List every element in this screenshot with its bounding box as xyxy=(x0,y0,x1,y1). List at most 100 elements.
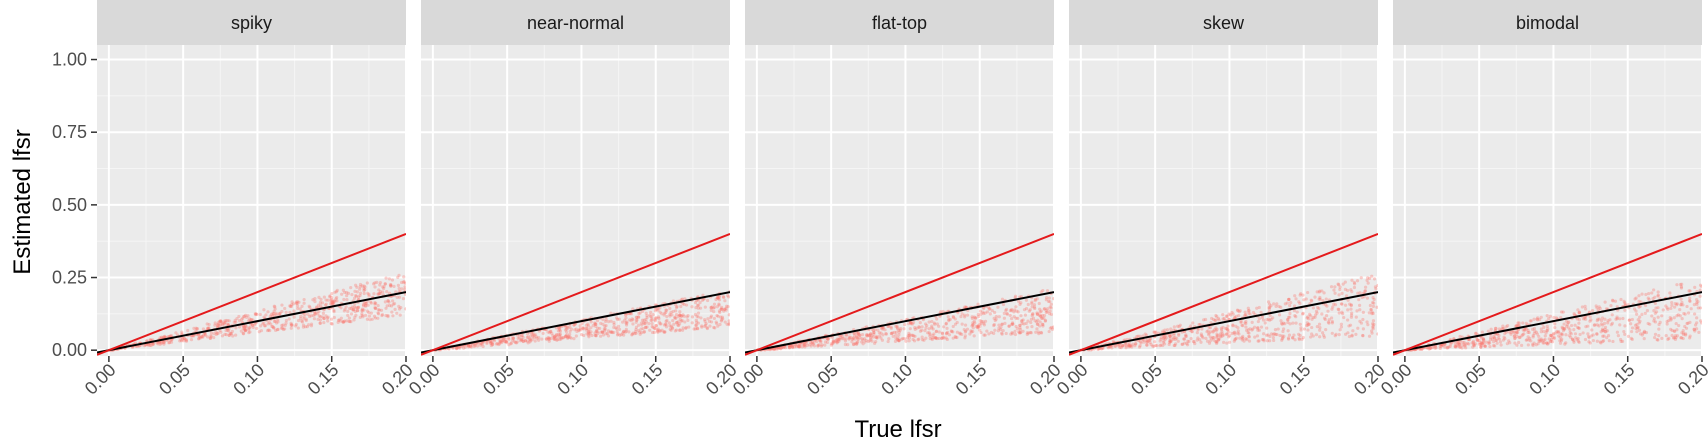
scatter-point xyxy=(884,332,888,336)
scatter-point xyxy=(1232,331,1236,335)
scatter-point xyxy=(458,346,462,350)
scatter-point xyxy=(378,283,382,287)
scatter-point xyxy=(534,335,538,339)
scatter-point xyxy=(940,331,944,335)
scatter-point xyxy=(1161,329,1165,333)
scatter-point xyxy=(454,346,459,350)
scatter-point xyxy=(942,325,946,329)
scatter-point xyxy=(249,318,253,322)
scatter-point xyxy=(163,335,167,339)
scatter-point xyxy=(363,287,367,292)
scatter-point xyxy=(1366,323,1370,327)
scatter-point xyxy=(1613,299,1618,303)
scatter-point xyxy=(1124,344,1128,348)
scatter-point xyxy=(1497,333,1501,338)
scatter-point xyxy=(1584,325,1588,329)
scatter-point xyxy=(1298,301,1302,305)
scatter-point xyxy=(312,310,317,314)
scatter-point xyxy=(612,325,616,329)
scatter-point xyxy=(1127,344,1131,348)
scatter-point xyxy=(566,326,570,330)
scatter-points xyxy=(108,273,406,352)
scatter-point xyxy=(1640,333,1644,337)
reference-line xyxy=(745,232,1054,356)
scatter-point xyxy=(389,284,393,288)
scatter-point xyxy=(1679,336,1684,340)
scatter-point xyxy=(397,286,401,291)
plot-background xyxy=(1393,45,1702,356)
scatter-point xyxy=(716,296,720,301)
scatter-point xyxy=(532,333,536,337)
scatter-point xyxy=(773,347,777,351)
scatter-point xyxy=(1291,321,1295,325)
scatter-point xyxy=(387,291,392,295)
scatter-point xyxy=(855,334,859,338)
scatter-point xyxy=(1163,342,1167,346)
scatter-point xyxy=(1628,318,1632,322)
scatter-point xyxy=(345,297,349,302)
scatter-point xyxy=(1337,311,1341,315)
scatter-point xyxy=(1478,340,1482,345)
scatter-point xyxy=(1187,339,1191,344)
scatter-point xyxy=(1343,280,1347,284)
scatter-point xyxy=(1653,320,1658,324)
scatter-point xyxy=(930,336,934,340)
scatter-point xyxy=(915,326,919,330)
scatter-point xyxy=(800,345,804,349)
scatter-point xyxy=(1343,287,1348,291)
scatter-point xyxy=(1247,339,1252,343)
scatter-point xyxy=(1266,333,1270,337)
scatter-point xyxy=(1101,346,1105,351)
scatter-point xyxy=(1287,297,1291,302)
scatter-point xyxy=(292,315,296,319)
scatter-point xyxy=(528,337,532,341)
scatter-point xyxy=(1606,333,1611,338)
scatter-point xyxy=(1587,336,1591,340)
scatter-point xyxy=(649,318,653,323)
scatter-point xyxy=(1326,320,1330,324)
scatter-point xyxy=(580,321,584,326)
scatter-point xyxy=(151,342,155,347)
scatter-point xyxy=(1583,337,1588,342)
scatter-point xyxy=(872,332,876,336)
scatter-point xyxy=(332,299,336,303)
scatter-point xyxy=(1215,315,1219,319)
scatter-point xyxy=(1363,289,1368,293)
scatter-point xyxy=(654,323,658,328)
scatter-point xyxy=(1644,292,1648,297)
scatter-point xyxy=(1622,329,1626,334)
scatter-point xyxy=(1338,287,1342,292)
scatter-point xyxy=(931,327,935,331)
scatter-point xyxy=(300,320,305,324)
scatter-point xyxy=(1222,316,1226,321)
y-tick-label: 0.50 xyxy=(52,195,87,215)
scatter-point xyxy=(872,330,876,334)
scatter-point xyxy=(1634,309,1638,313)
scatter-point xyxy=(345,290,349,295)
scatter-point xyxy=(1260,316,1264,320)
scatter-point xyxy=(1595,339,1599,343)
scatter-point xyxy=(1551,335,1555,339)
facet-strip xyxy=(1069,0,1378,45)
scatter-point xyxy=(231,334,235,338)
scatter-point xyxy=(513,340,518,345)
scatter-point xyxy=(593,322,597,327)
scatter-point xyxy=(983,319,988,323)
scatter-point xyxy=(700,325,704,329)
scatter-point xyxy=(1564,324,1569,328)
scatter-point xyxy=(1321,298,1325,303)
scatter-point xyxy=(1244,319,1248,324)
scatter-point xyxy=(272,326,276,330)
scatter-point xyxy=(224,333,228,337)
scatter-point xyxy=(937,330,941,334)
x-tick-label: 0.15 xyxy=(1276,360,1315,399)
scatter-point xyxy=(316,317,320,321)
scatter-point xyxy=(945,326,949,330)
scatter-point xyxy=(317,309,321,314)
scatter-point xyxy=(1220,328,1224,332)
scatter-point xyxy=(947,319,951,323)
scatter-point xyxy=(978,318,982,323)
scatter-point xyxy=(1372,322,1376,326)
scatter-point xyxy=(1458,345,1462,349)
scatter-point xyxy=(960,322,964,326)
